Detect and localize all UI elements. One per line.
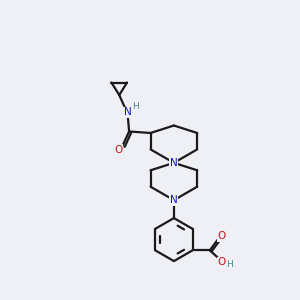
Text: N: N xyxy=(124,107,131,117)
Text: N: N xyxy=(170,195,178,205)
Text: O: O xyxy=(218,257,226,267)
Text: O: O xyxy=(114,145,122,155)
Text: H: H xyxy=(226,260,233,269)
Text: O: O xyxy=(218,231,226,241)
Text: N: N xyxy=(170,158,178,168)
Text: H: H xyxy=(133,102,139,111)
